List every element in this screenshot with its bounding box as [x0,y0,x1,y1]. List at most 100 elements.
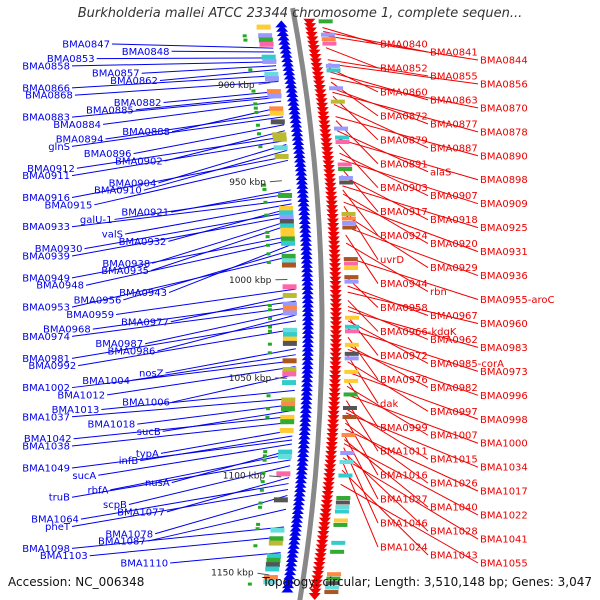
reverse-gene-label[interactable]: BMA0972 [380,351,428,362]
forward-gene-label[interactable]: BMA0866 [22,83,70,94]
forward-gene-label[interactable]: BMA1013 [52,405,100,416]
reverse-gene-label[interactable]: BMA0973 [480,367,528,378]
reverse-gene-label[interactable]: BMA0879 [380,135,428,146]
forward-gene-label[interactable]: BMA0884 [53,120,101,131]
reverse-gene-label[interactable]: BMA0955-aroC [480,295,555,306]
forward-gene-label[interactable]: BMA0857 [92,69,140,80]
reverse-gene-label[interactable]: BMA0918 [430,215,478,226]
reverse-gene-label[interactable]: BMA0872 [380,111,428,122]
reverse-gene-label[interactable]: BMA0856 [480,79,528,90]
reverse-gene-label[interactable]: BMA1046 [380,519,428,530]
reverse-gene-label[interactable]: BMA1034 [480,463,528,474]
forward-gene-label[interactable]: nosZ [139,368,164,379]
forward-gene-label[interactable]: BMA0953 [22,303,70,314]
forward-gene-label[interactable]: scpB [103,500,127,511]
reverse-gene-label[interactable]: BMA1022 [480,511,528,522]
reverse-gene-label[interactable]: BMA0891 [380,159,428,170]
forward-gene-label[interactable]: sucA [72,471,96,482]
reverse-gene-label[interactable]: BMA0890 [480,151,528,162]
forward-gene-label[interactable]: BMA0933 [22,222,70,233]
forward-gene-label[interactable]: rbfA [88,485,109,496]
forward-gene-label[interactable]: BMA0981 [22,354,70,365]
forward-gene-label[interactable]: BMA0911 [22,171,70,182]
reverse-gene-label[interactable]: BMA0962 [430,335,478,346]
forward-gene-label[interactable]: BMA0882 [114,98,162,109]
forward-gene-label[interactable]: BMA0916 [22,193,70,204]
reverse-gene-label[interactable]: BMA0936 [480,271,528,282]
reverse-gene-label[interactable]: BMA0841 [430,47,478,58]
forward-gene-label[interactable]: BMA0885 [86,105,134,116]
forward-gene-label[interactable]: BMA0949 [22,273,70,284]
reverse-gene-label[interactable]: BMA1007 [430,431,478,442]
reverse-gene-label[interactable]: BMA1017 [480,487,528,498]
forward-gene-label[interactable]: typA [136,449,159,460]
forward-gene-label[interactable]: BMA0858 [22,61,70,72]
forward-gene-label[interactable]: sucB [137,427,161,438]
forward-gene-label[interactable]: BMA0888 [122,127,170,138]
forward-gene-label[interactable]: BMA0912 [27,164,75,175]
reverse-gene-label[interactable]: BMA0855 [430,71,478,82]
reverse-gene-label[interactable]: BMA0982 [430,383,478,394]
forward-gene-label[interactable]: BMA0904 [109,178,157,189]
forward-gene-label[interactable]: BMA0915 [45,200,93,211]
forward-gene-label[interactable]: glnS [48,142,70,153]
forward-gene-label[interactable]: BMA1110 [120,559,168,570]
forward-gene-label[interactable]: BMA0992 [28,361,76,372]
forward-gene-label[interactable]: BMA1042 [24,434,72,445]
reverse-gene-label[interactable]: BMA0840 [380,40,428,51]
reverse-gene-label[interactable]: BMA1028 [430,527,478,538]
reverse-gene-label[interactable]: BMA0903 [380,183,428,194]
reverse-gene-label[interactable]: BMA0976 [380,375,428,386]
forward-gene-label[interactable]: infB [119,456,139,467]
reverse-gene-label[interactable]: BMA0907 [430,191,478,202]
forward-gene-label[interactable]: BMA1012 [57,390,105,401]
forward-gene-label[interactable]: BMA0939 [22,251,70,262]
reverse-gene-label[interactable]: BMA0924 [380,231,428,242]
reverse-gene-label[interactable]: BMA0920 [430,239,478,250]
reverse-gene-label[interactable]: dak [380,399,398,410]
forward-gene-label[interactable]: BMA1077 [117,507,165,518]
reverse-gene-label[interactable]: BMA1024 [380,543,428,554]
reverse-gene-label[interactable]: BMA0999 [380,423,428,434]
forward-gene-label[interactable]: BMA1049 [22,463,70,474]
reverse-gene-label[interactable]: BMA1027 [380,495,428,506]
forward-gene-label[interactable]: BMA0986 [108,347,156,358]
forward-gene-label[interactable]: BMA0896 [84,149,132,160]
reverse-gene-label[interactable]: BMA0887 [430,143,478,154]
reverse-gene-label[interactable]: BMA0870 [480,103,528,114]
forward-gene-label[interactable]: pheT [45,522,71,533]
reverse-gene-label[interactable]: BMA0967 [430,311,478,322]
forward-gene-label[interactable]: BMA0956 [74,295,122,306]
reverse-gene-label[interactable]: BMA0996 [480,391,528,402]
reverse-gene-label[interactable]: BMA0925 [480,223,528,234]
forward-gene-label[interactable]: BMA0968 [43,325,91,336]
forward-gene-label[interactable]: BMA1103 [40,551,88,562]
forward-gene-label[interactable]: BMA0943 [119,288,167,299]
reverse-gene-label[interactable]: uvrD [380,255,404,266]
reverse-gene-label[interactable]: BMA1040 [430,503,478,514]
forward-gene-label[interactable]: BMA0932 [119,237,167,248]
forward-gene-label[interactable]: BMA1078 [105,529,153,540]
reverse-gene-label[interactable]: BMA1055 [480,559,528,570]
reverse-gene-label[interactable]: BMA0998 [480,415,528,426]
forward-gene-label[interactable]: BMA0974 [22,332,70,343]
reverse-gene-label[interactable]: rbn [430,287,447,298]
reverse-gene-label[interactable]: BMA0877 [430,119,478,130]
forward-gene-label[interactable]: BMA0935 [101,266,149,277]
reverse-gene-label[interactable]: BMA1016 [380,471,428,482]
forward-gene-label[interactable]: BMA0977 [121,317,169,328]
reverse-gene-label[interactable]: BMA1000 [480,439,528,450]
reverse-gene-label[interactable]: BMA0860 [380,87,428,98]
forward-gene-label[interactable]: BMA0910 [94,186,142,197]
forward-gene-label[interactable]: BMA0948 [36,281,84,292]
reverse-gene-label[interactable]: BMA0985-corA [430,359,504,370]
forward-gene-label[interactable]: BMA0894 [56,135,104,146]
forward-gene-label[interactable]: BMA1018 [88,420,136,431]
forward-gene-label[interactable]: BMA1004 [82,376,130,387]
reverse-gene-label[interactable]: BMA0966-kdgK [380,327,457,338]
reverse-gene-label[interactable]: BMA0960 [480,319,528,330]
forward-gene-label[interactable]: BMA1064 [31,515,79,526]
forward-gene-label[interactable]: BMA0902 [115,156,163,167]
forward-gene-label[interactable]: BMA0921 [121,208,169,219]
reverse-gene-label[interactable]: BMA1043 [430,551,478,562]
